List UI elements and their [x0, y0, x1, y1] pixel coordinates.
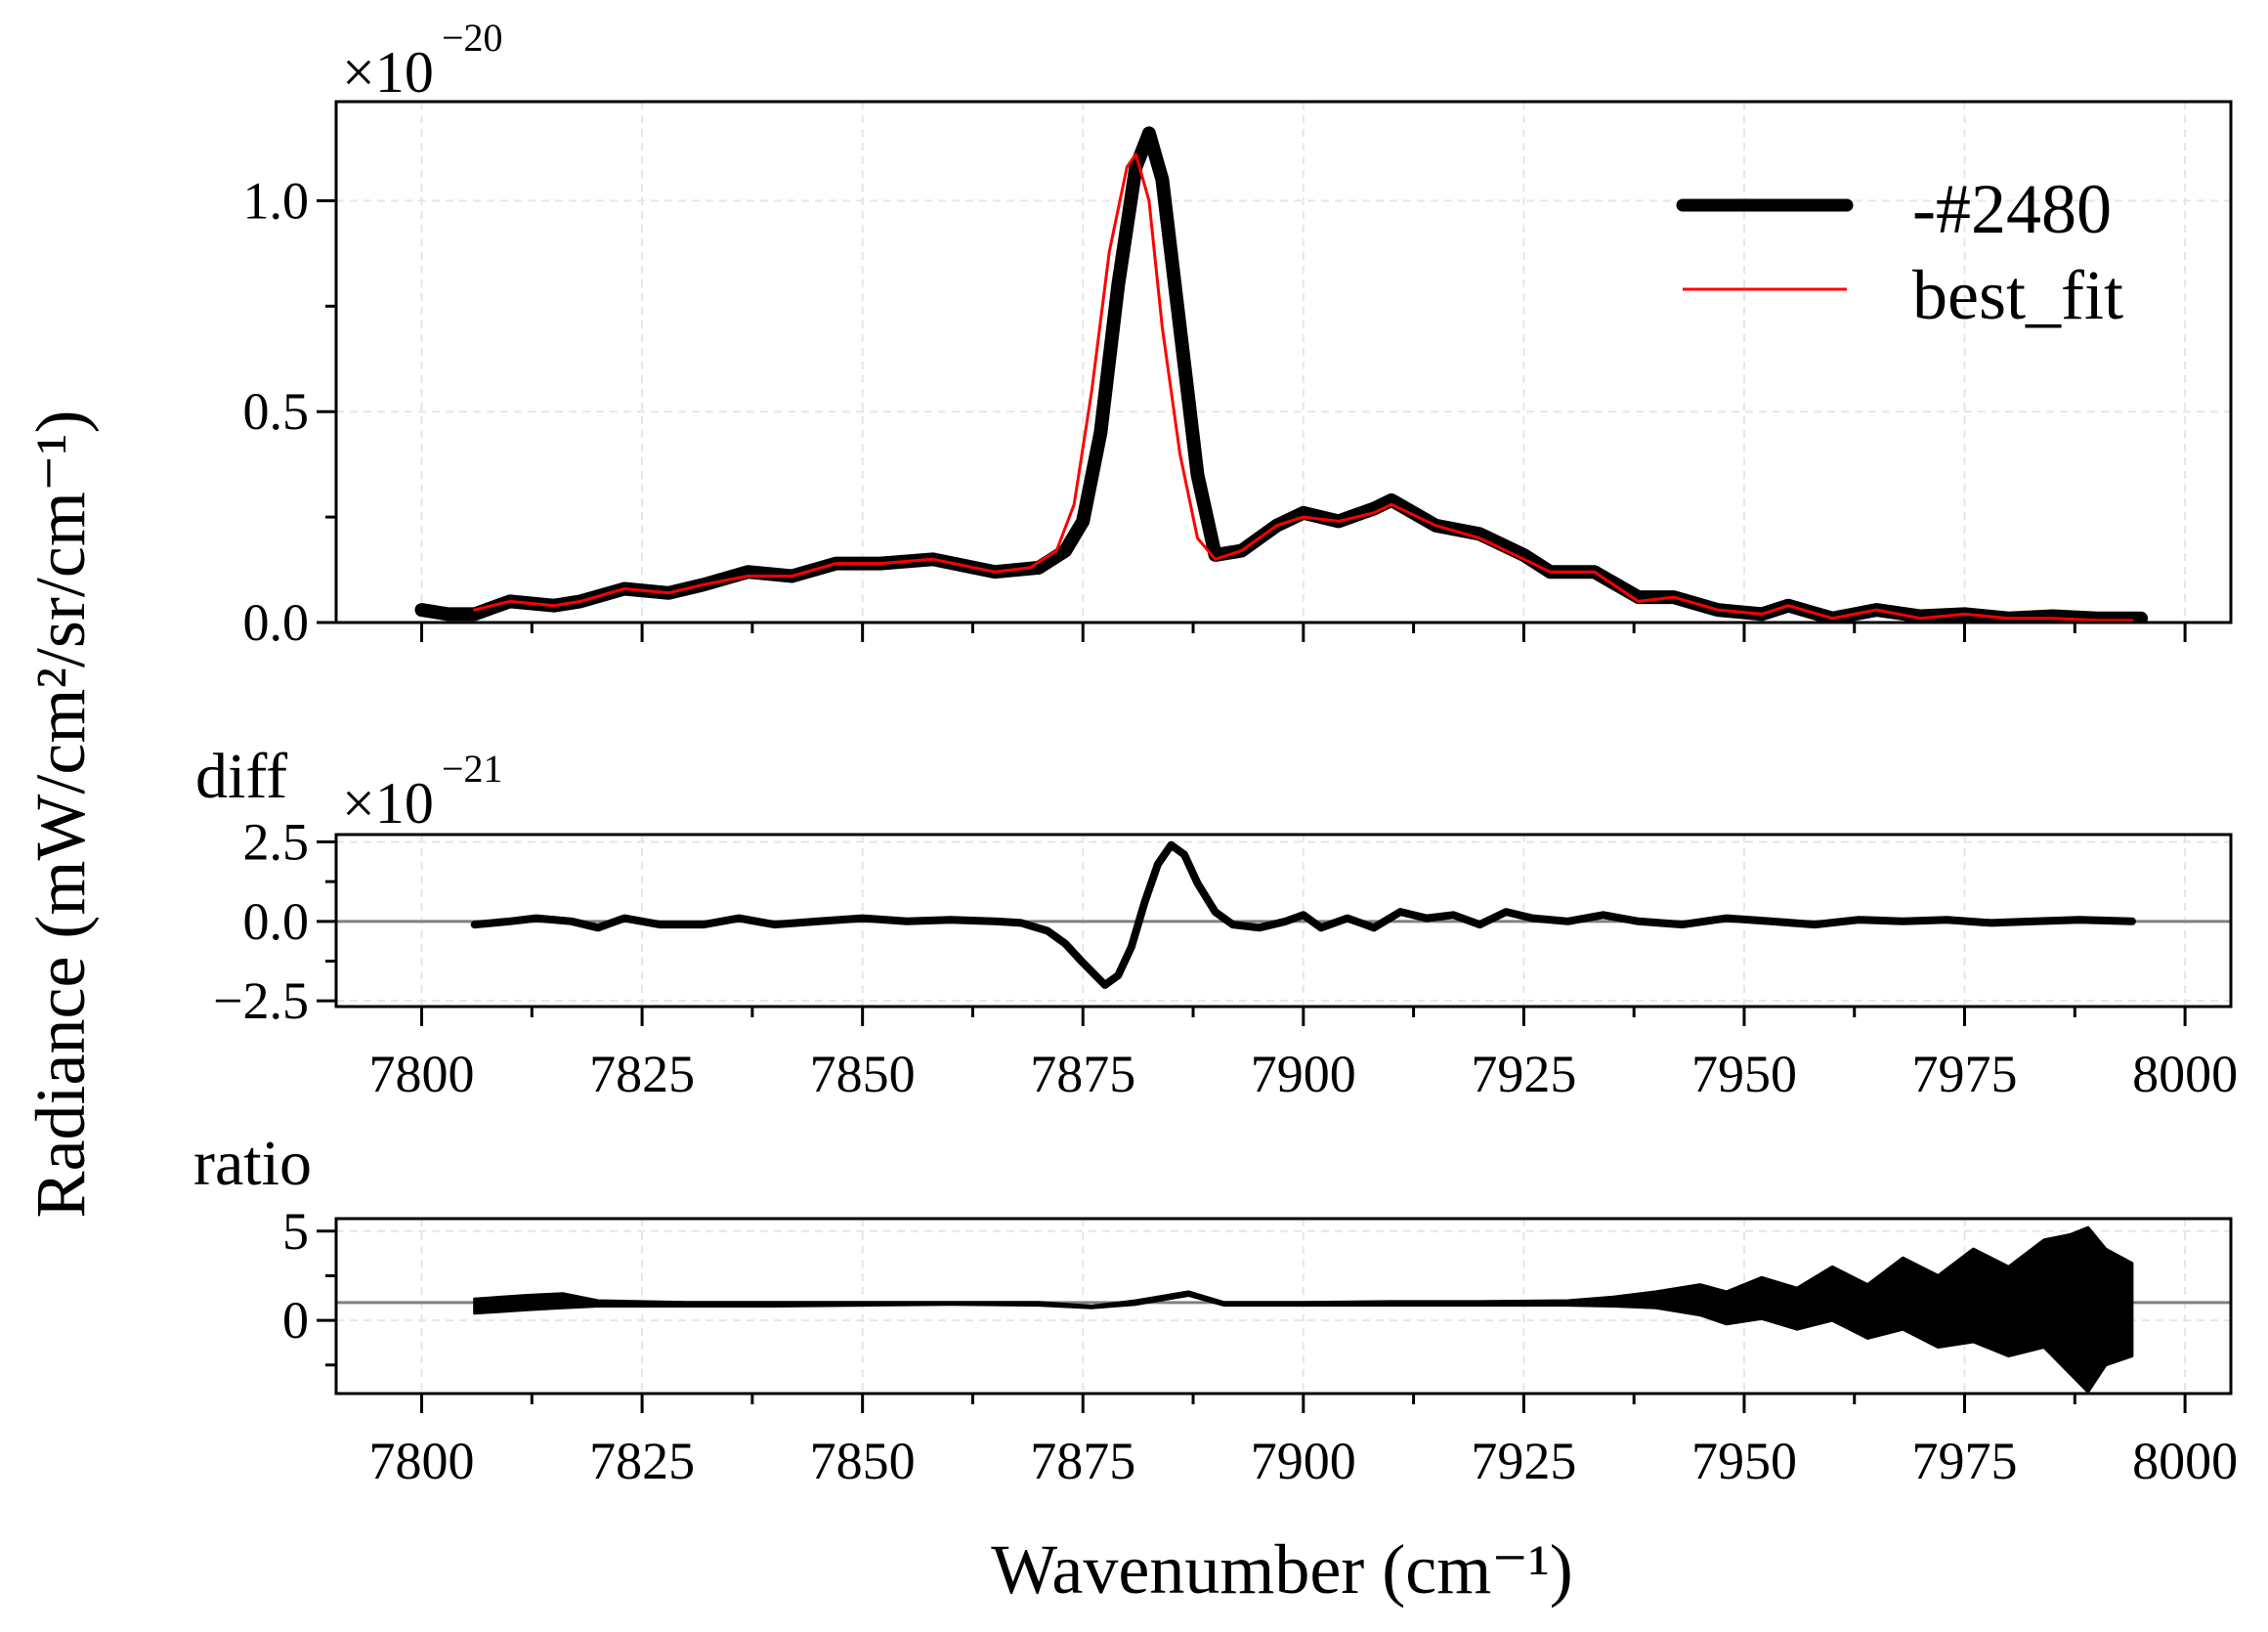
y-tick-label: 0.0 [243, 892, 310, 951]
ratio-panel: 7800 7825 7850 7875 7900 7925 7950 7975 8000 0 5 [282, 1202, 2238, 1490]
x-tick-label: 7875 [1030, 1045, 1135, 1103]
x-tick-label: 7850 [810, 1045, 916, 1103]
diff-panel-title: diff [195, 741, 287, 812]
x-tick-label: 8000 [2132, 1045, 2238, 1103]
x-tick-label: 7925 [1471, 1045, 1576, 1103]
x-tick-label: 7925 [1471, 1432, 1576, 1490]
legend-label-best-fit: best_fit [1912, 256, 2123, 334]
x-tick-label: 7875 [1030, 1432, 1135, 1490]
ratio-panel-title: ratio [193, 1128, 312, 1199]
observed-spectrum-line [414, 126, 2148, 623]
main-offset-exponent: −20 [442, 16, 503, 60]
x-tick-label: 7800 [369, 1432, 475, 1490]
x-axis-label: Wavenumber (cm⁻¹) [991, 1530, 1573, 1609]
main-panel: 0.0 0.5 1.0 [243, 100, 2233, 652]
y-tick-label: 0.5 [243, 382, 310, 441]
axes-frame [334, 100, 2233, 624]
y-tick-label: 1.0 [243, 171, 310, 230]
data-layer [470, 840, 2136, 989]
x-tick-label: 7850 [810, 1432, 916, 1490]
y-tick-label: 5 [282, 1202, 309, 1261]
diff-line [470, 840, 2136, 989]
x-tick-label: 7800 [369, 1045, 475, 1103]
x-tick-label: 7975 [1912, 1432, 2018, 1490]
diff-offset-exponent: −21 [442, 747, 503, 791]
legend-label-observed: -#2480 [1912, 170, 2112, 248]
x-tick-label: 7825 [589, 1432, 695, 1490]
axes-frame [334, 1217, 2233, 1396]
x-tick-label: 7975 [1912, 1045, 2018, 1103]
y-axis-label: Radiance (mW/cm²/sr/cm⁻¹) [21, 410, 100, 1219]
x-tick-label: 7950 [1691, 1045, 1797, 1103]
best-fit-line [473, 152, 2134, 623]
legend: -#2480 best_fit [1676, 170, 2123, 334]
y-tick-label: 2.5 [243, 812, 310, 871]
x-tick-label: 7900 [1251, 1045, 1356, 1103]
data-layer [473, 1225, 2134, 1394]
ratio-band [473, 1225, 2134, 1394]
data-layer [414, 126, 2148, 623]
main-offset-base: ×10 [342, 40, 434, 105]
diff-panel: 7800 7825 7850 7875 7900 7925 7950 7975 8000 −2.5… [213, 812, 2238, 1103]
y-tick-label: −2.5 [213, 971, 309, 1030]
y-tick-label: 0 [282, 1291, 309, 1350]
x-tick-label: 7950 [1691, 1432, 1797, 1490]
main-offset-text: ×10 −20 [342, 16, 503, 105]
x-tick-label: 8000 [2132, 1432, 2238, 1490]
x-tick-label: 7825 [589, 1045, 695, 1103]
x-tick-label: 7900 [1251, 1432, 1356, 1490]
y-tick-label: 0.0 [243, 593, 310, 652]
diff-offset-base: ×10 [342, 771, 434, 836]
diff-offset-text: ×10 −21 [342, 747, 503, 836]
